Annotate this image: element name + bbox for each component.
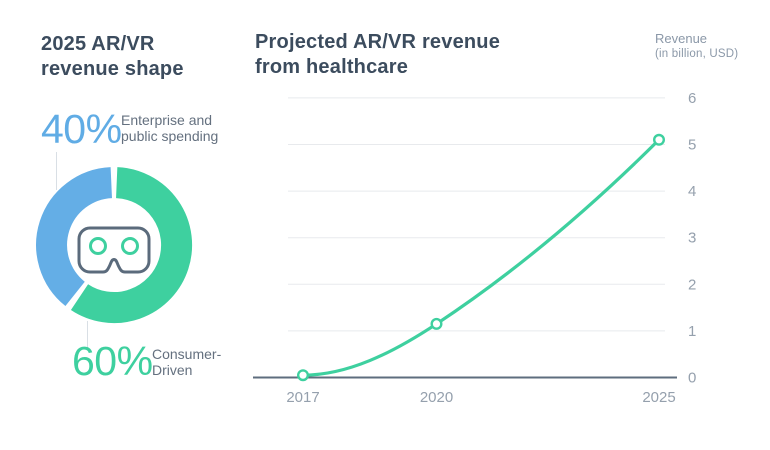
data-point-2025 xyxy=(653,133,666,146)
y-axis-title-line2: (in billion, USD) xyxy=(655,48,739,60)
consumer-percent-value: 60% xyxy=(72,338,153,384)
donut-segments xyxy=(36,167,193,323)
enterprise-label-line1: Enterprise and xyxy=(121,112,213,128)
y-tick-label-0: 0 xyxy=(688,370,696,387)
line-title-line1: Projected AR/VR revenue xyxy=(255,31,501,53)
y-tick-label-1: 1 xyxy=(688,323,696,340)
vr-headset-icon xyxy=(77,226,151,274)
donut-chart-title: 2025 AR/VR revenue shape xyxy=(41,32,184,82)
line-chart: 6 5 4 3 2 1 0 2017 2020 2025 xyxy=(253,90,696,406)
y-tick-label-2: 2 xyxy=(688,276,696,293)
consumer-label-line1: Consumer- xyxy=(152,346,222,362)
consumer-percent-label: Consumer- Driven xyxy=(152,346,222,378)
y-tick-label-3: 3 xyxy=(688,230,696,247)
y-tick-label-4: 4 xyxy=(688,183,696,200)
x-tick-label-2025: 2025 xyxy=(642,389,675,406)
donut-title-line2: revenue shape xyxy=(41,58,184,80)
y-tick-label-5: 5 xyxy=(688,137,696,154)
donut-chart xyxy=(36,167,193,323)
vr-headset-outline xyxy=(77,226,151,274)
donut-segment-enterprise-and-public-spending xyxy=(36,167,113,307)
x-tick-label-2017: 2017 xyxy=(286,389,319,406)
enterprise-percent-label: Enterprise and public spending xyxy=(121,112,219,144)
x-tick-label-2020: 2020 xyxy=(420,389,453,406)
y-tick-label-6: 6 xyxy=(688,90,696,107)
line-chart-title: Projected AR/VR revenue from healthcare xyxy=(255,30,500,80)
consumer-label-line2: Driven xyxy=(152,361,193,378)
data-point-2017 xyxy=(297,369,310,382)
enterprise-percent-value: 40% xyxy=(41,106,122,152)
donut-title-line1: 2025 AR/VR xyxy=(41,33,155,55)
vr-lens-left-icon xyxy=(89,237,107,255)
leader-line-top xyxy=(56,152,57,190)
y-axis-title-line1: Revenue xyxy=(655,31,708,46)
y-axis-title: Revenue (in billion, USD) xyxy=(655,31,738,61)
leader-line-bottom xyxy=(87,321,88,349)
vr-lens-right-icon xyxy=(121,237,139,255)
donut-segment-consumer-driven xyxy=(70,167,193,323)
line-title-line2: from healthcare xyxy=(255,56,409,78)
enterprise-label-line2: public spending xyxy=(121,127,219,144)
data-point-2020 xyxy=(430,317,443,330)
revenue-curve xyxy=(301,138,661,377)
